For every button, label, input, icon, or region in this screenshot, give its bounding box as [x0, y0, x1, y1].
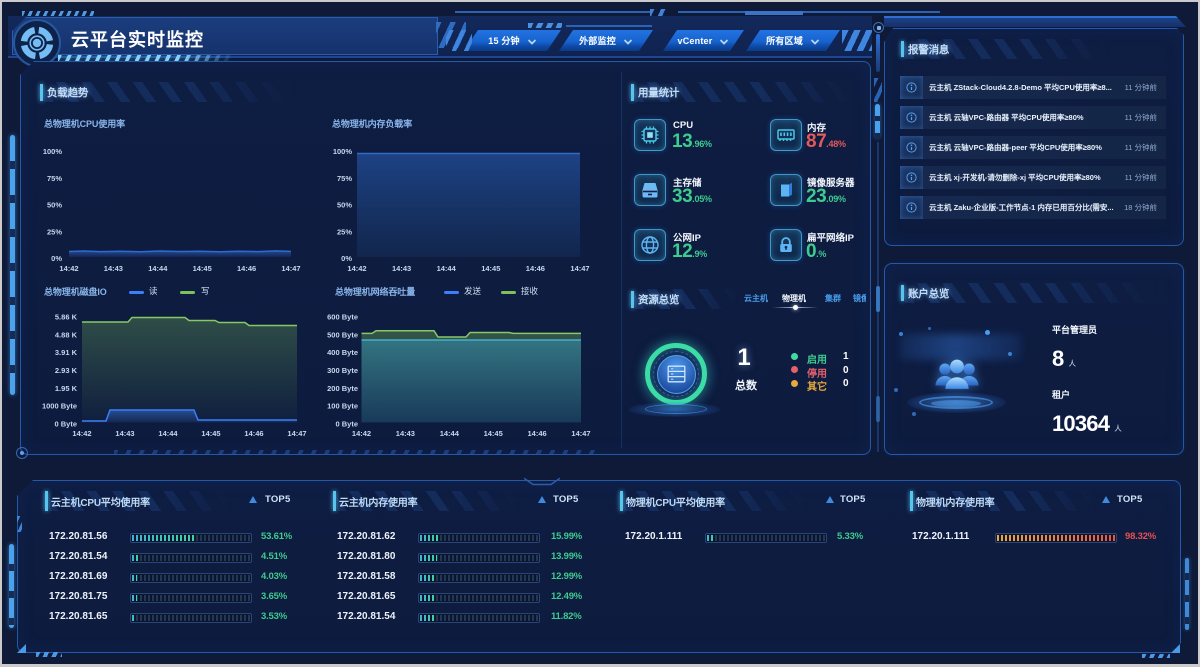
svg-text:14:46: 14:46: [244, 429, 263, 438]
svg-text:14:46: 14:46: [526, 264, 545, 273]
svg-text:75%: 75%: [47, 174, 62, 183]
svg-text:5.86 K: 5.86 K: [55, 313, 78, 322]
svg-text:50%: 50%: [337, 201, 352, 210]
svg-text:0 Byte: 0 Byte: [335, 419, 358, 428]
svg-text:14:44: 14:44: [158, 429, 178, 438]
svg-text:25%: 25%: [47, 227, 62, 236]
svg-text:75%: 75%: [337, 174, 352, 183]
svg-text:0%: 0%: [341, 254, 352, 263]
svg-text:14:44: 14:44: [440, 429, 460, 438]
svg-text:14:45: 14:45: [481, 264, 500, 273]
svg-text:14:46: 14:46: [528, 429, 547, 438]
svg-text:14:43: 14:43: [115, 429, 134, 438]
svg-text:14:43: 14:43: [396, 429, 415, 438]
svg-text:300 Byte: 300 Byte: [327, 366, 358, 375]
svg-text:14:44: 14:44: [148, 264, 168, 273]
svg-text:14:45: 14:45: [193, 264, 212, 273]
svg-text:100%: 100%: [333, 147, 353, 156]
svg-text:100 Byte: 100 Byte: [327, 402, 358, 411]
svg-text:3.91 K: 3.91 K: [55, 348, 78, 357]
svg-text:14:45: 14:45: [484, 429, 503, 438]
svg-text:14:47: 14:47: [570, 264, 589, 273]
svg-text:1000 Byte: 1000 Byte: [42, 402, 77, 411]
svg-text:200 Byte: 200 Byte: [327, 384, 358, 393]
svg-text:14:45: 14:45: [201, 429, 220, 438]
svg-text:14:47: 14:47: [571, 429, 590, 438]
svg-text:14:47: 14:47: [281, 264, 300, 273]
svg-text:500 Byte: 500 Byte: [327, 330, 358, 339]
svg-text:14:42: 14:42: [59, 264, 78, 273]
svg-text:14:44: 14:44: [437, 264, 457, 273]
svg-text:0%: 0%: [51, 254, 62, 263]
svg-text:14:42: 14:42: [72, 429, 91, 438]
svg-text:1.95 K: 1.95 K: [55, 384, 78, 393]
svg-text:600 Byte: 600 Byte: [327, 313, 358, 322]
svg-text:25%: 25%: [337, 227, 352, 236]
svg-text:4.88 K: 4.88 K: [55, 330, 78, 339]
svg-text:14:43: 14:43: [392, 264, 411, 273]
svg-text:400 Byte: 400 Byte: [327, 348, 358, 357]
svg-text:100%: 100%: [43, 147, 63, 156]
svg-text:14:42: 14:42: [352, 429, 371, 438]
svg-text:2.93 K: 2.93 K: [55, 366, 78, 375]
svg-text:14:46: 14:46: [237, 264, 256, 273]
svg-text:14:43: 14:43: [104, 264, 123, 273]
svg-text:14:42: 14:42: [347, 264, 366, 273]
svg-text:0 Byte: 0 Byte: [54, 419, 77, 428]
svg-text:50%: 50%: [47, 201, 62, 210]
svg-text:14:47: 14:47: [287, 429, 306, 438]
